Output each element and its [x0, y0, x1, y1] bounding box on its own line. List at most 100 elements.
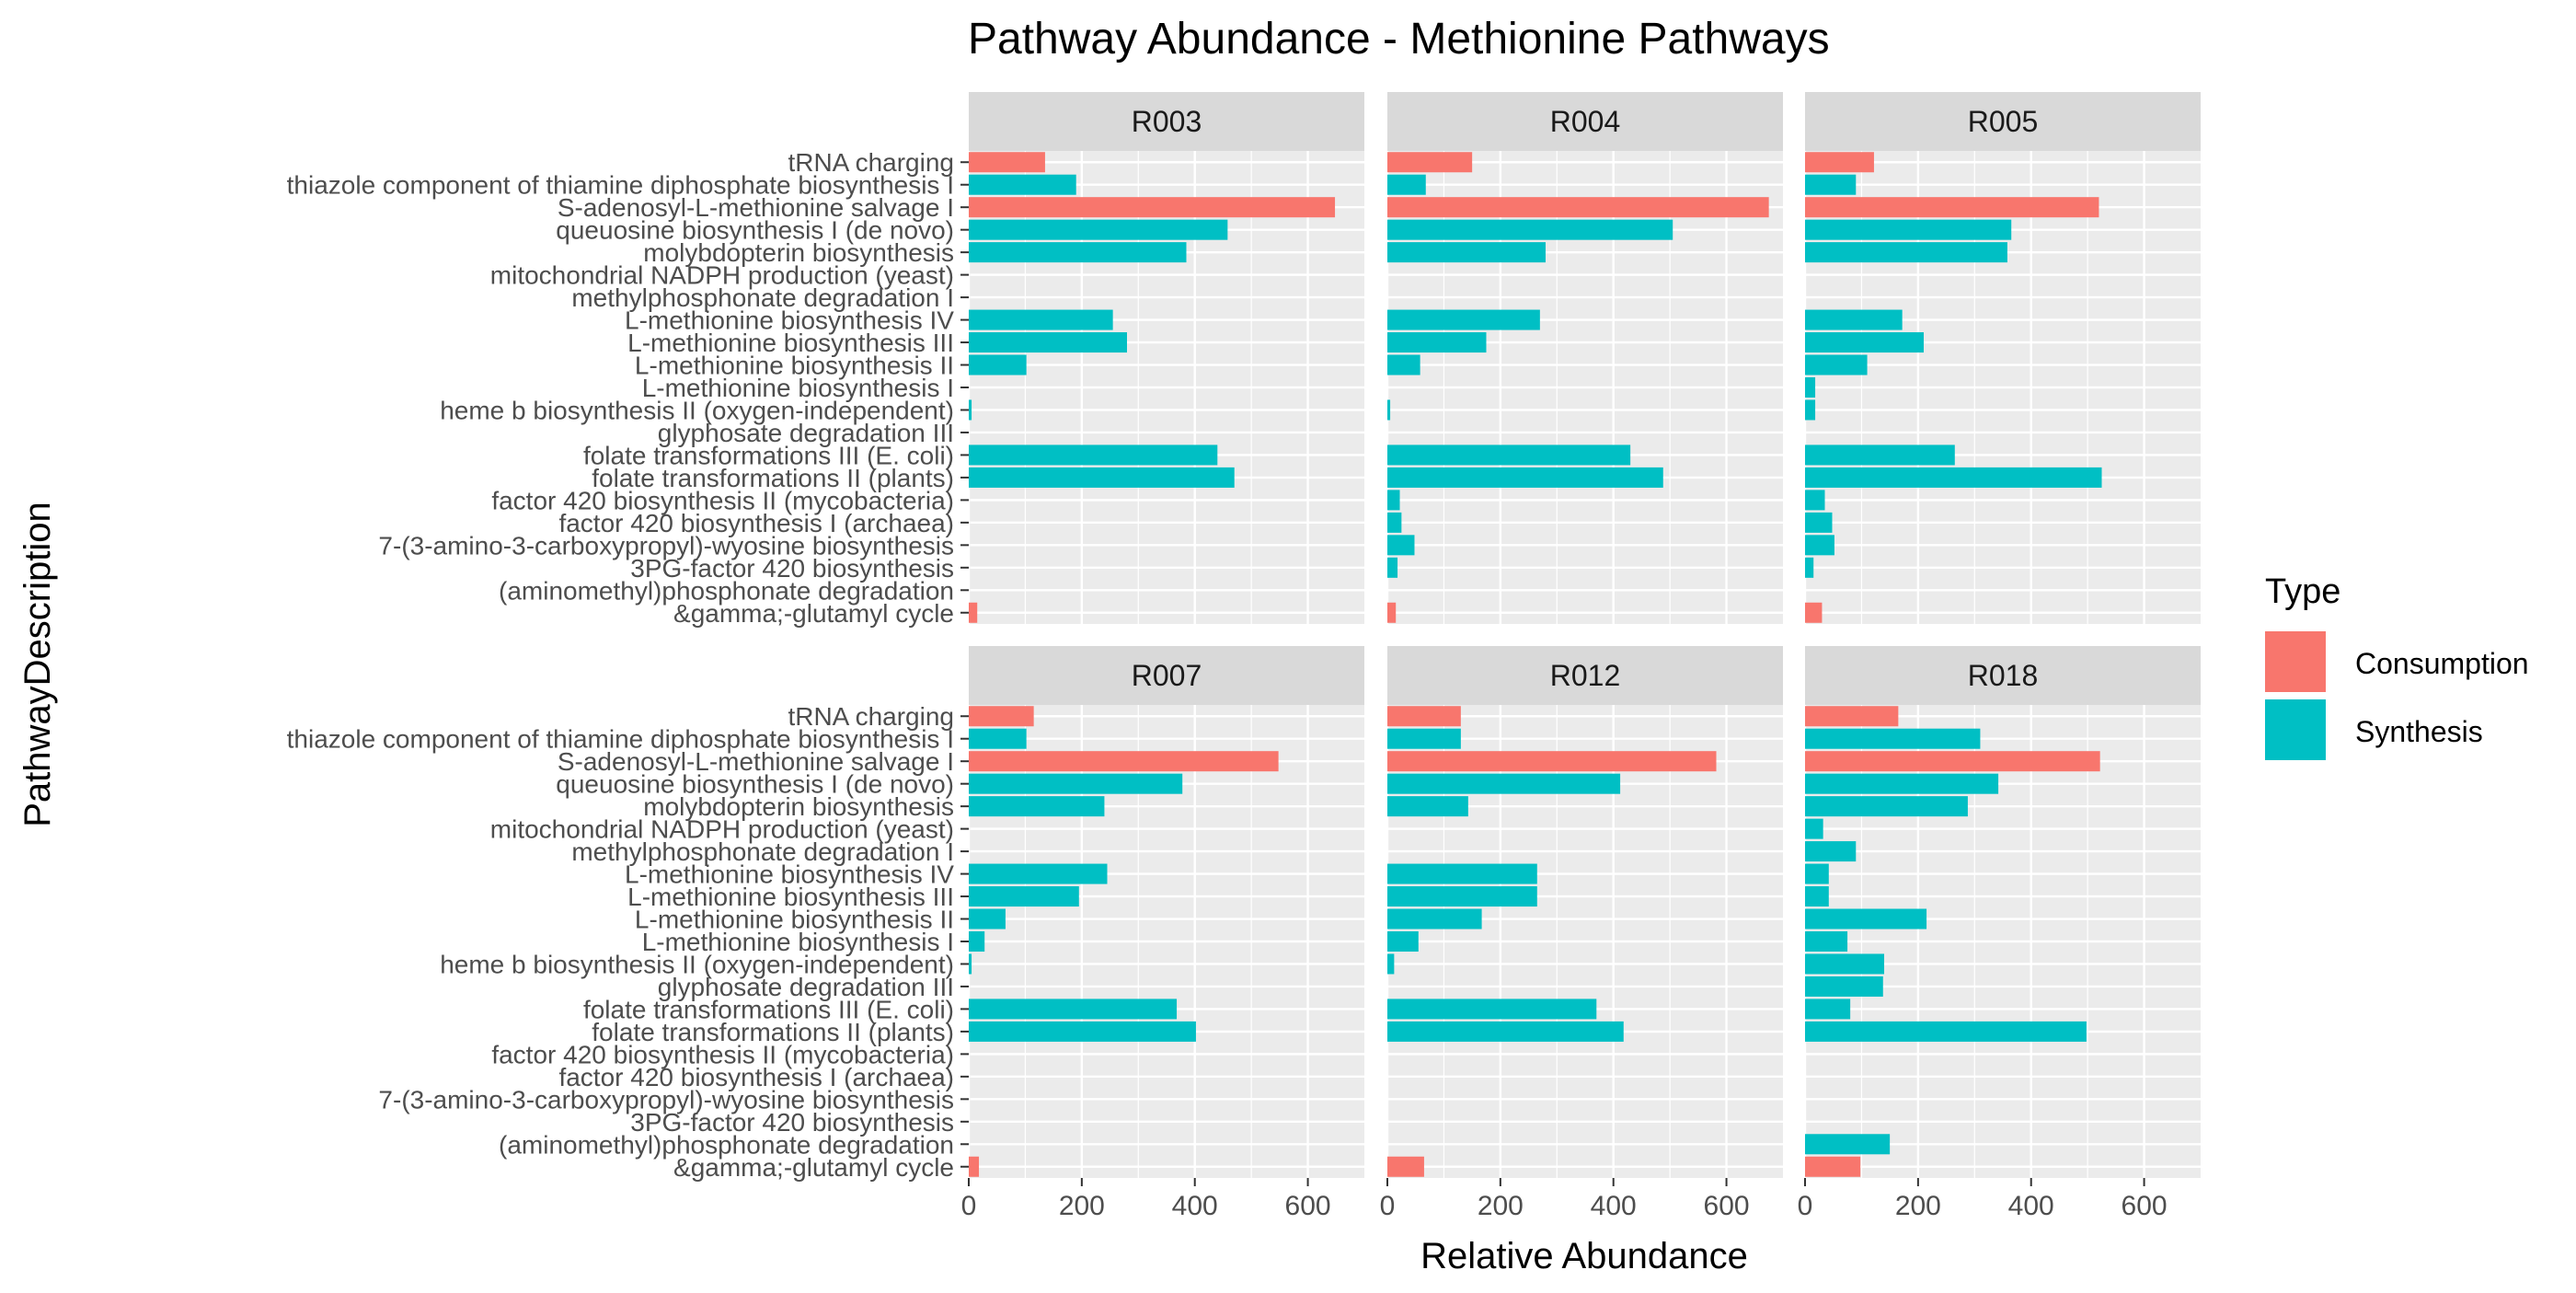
bar-r007-l-methionine-biosynthesis-i: [969, 930, 985, 952]
y-tick-label: L-methionine biosynthesis I: [642, 928, 954, 956]
facet-strip: [969, 92, 1364, 151]
bar-r004-factor-420-biosynthesis-ii-mycobacteria: [1387, 490, 1400, 511]
x-tick-label: 400: [2008, 1191, 2054, 1221]
bar-r004-molybdopterin-biosynthesis: [1387, 242, 1546, 263]
bar-r005-thiazole-component-of-thiamine-diphosphate-biosynthesis-i: [1805, 174, 1857, 195]
x-tick-label: 600: [1285, 1191, 1331, 1221]
bar-r018-l-methionine-biosynthesis-i: [1805, 930, 1848, 952]
bar-r003-folate-transformations-iii-e-coli: [969, 444, 1218, 466]
y-tick-label: methylphosphonate degradation I: [571, 283, 954, 312]
bar-r004-3pg-factor-420-biosynthesis: [1387, 557, 1398, 578]
y-tick-label: folate transformations III (E. coli): [583, 995, 954, 1023]
bar-r018-folate-transformations-iii-e-coli: [1805, 999, 1851, 1020]
y-tick-label: 3PG-factor 420 biosynthesis: [630, 554, 954, 583]
y-tick-label: L-methionine biosynthesis I: [642, 374, 954, 402]
y-axis-label: PathwayDescription: [17, 502, 58, 827]
bar-r012-l-methionine-biosynthesis-i: [1387, 930, 1419, 952]
y-tick-label: L-methionine biosynthesis III: [627, 883, 954, 911]
bar-r007-folate-transformations-ii-plants: [969, 1021, 1196, 1042]
bar-r012-s-adenosyl-l-methionine-salvage-i: [1387, 751, 1717, 772]
y-tick-label: L-methionine biosynthesis IV: [625, 860, 954, 889]
facet-strip-label: R012: [1550, 659, 1621, 692]
bar-r018-queuosine-biosynthesis-i-de-novo: [1805, 773, 1999, 794]
legend-title: Type: [2265, 572, 2340, 611]
bar-r012-queuosine-biosynthesis-i-de-novo: [1387, 773, 1621, 794]
x-tick-label: 0: [961, 1191, 977, 1221]
y-tick-label: S-adenosyl-L-methionine salvage I: [558, 193, 954, 222]
y-tick-label: glyphosate degradation III: [658, 419, 954, 447]
bar-r007-queuosine-biosynthesis-i-de-novo: [969, 773, 1183, 794]
bar-r005-l-methionine-biosynthesis-i: [1805, 376, 1816, 398]
y-tick-label: mitochondrial NADPH production (yeast): [490, 261, 954, 290]
bar-r018-glyphosate-degradation-iii: [1805, 976, 1883, 997]
bar-r012-folate-transformations-ii-plants: [1387, 1021, 1624, 1042]
x-tick-label: 600: [1704, 1191, 1750, 1221]
bar-r005-s-adenosyl-l-methionine-salvage-i: [1805, 197, 2099, 218]
y-tick-label: factor 420 biosynthesis II (mycobacteria…: [491, 486, 954, 514]
x-tick-label: 200: [1059, 1191, 1105, 1221]
y-tick-label: factor 420 biosynthesis II (mycobacteria…: [491, 1040, 954, 1068]
bar-r012-thiazole-component-of-thiamine-diphosphate-biosynthesis-i: [1387, 728, 1461, 749]
facet-strip-label: R005: [1968, 105, 2039, 138]
facet-panel-r012: R012 0 200 400 600: [1380, 646, 1783, 1221]
bar-r004-factor-420-biosynthesis-i-archaea: [1387, 512, 1402, 533]
bar-r004-7-3-amino-3-carboxypropyl-wyosine-biosynthesis: [1387, 535, 1415, 556]
bar-r004-folate-transformations-ii-plants: [1387, 467, 1663, 488]
y-tick-label: queuosine biosynthesis I (de novo): [556, 216, 954, 245]
x-tick-label: 200: [1895, 1191, 1941, 1221]
x-tick-label: 0: [1380, 1191, 1396, 1221]
bar-r018-gamma-glutamyl-cycle: [1805, 1156, 1861, 1177]
bar-r012-molybdopterin-biosynthesis: [1387, 796, 1468, 817]
y-tick-label: factor 420 biosynthesis I (archaea): [558, 1063, 954, 1091]
bar-r012-l-methionine-biosynthesis-ii: [1387, 908, 1482, 929]
bar-r005-l-methionine-biosynthesis-iv: [1805, 309, 1903, 330]
bar-r007-thiazole-component-of-thiamine-diphosphate-biosynthesis-i: [969, 728, 1027, 749]
legend-label-consumption: Consumption: [2355, 647, 2529, 680]
y-tick-label: queuosine biosynthesis I (de novo): [556, 770, 954, 799]
y-tick-label: glyphosate degradation III: [658, 973, 954, 1001]
bar-r018-thiazole-component-of-thiamine-diphosphate-biosynthesis-i: [1805, 728, 1981, 749]
y-tick-label: molybdopterin biosynthesis: [643, 238, 954, 267]
bar-r007-s-adenosyl-l-methionine-salvage-i: [969, 751, 1279, 772]
bar-r007-l-methionine-biosynthesis-iv: [969, 863, 1108, 884]
bar-r007-l-methionine-biosynthesis-iii: [969, 886, 1079, 907]
y-tick-label: L-methionine biosynthesis II: [635, 906, 954, 934]
y-tick-label: molybdopterin biosynthesis: [643, 792, 954, 821]
facet-strip: [1387, 92, 1783, 151]
x-axis-label: Relative Abundance: [1420, 1236, 1748, 1276]
y-tick-label: folate transformations II (plants): [592, 464, 954, 492]
y-tick-label: heme b biosynthesis II (oxygen-independe…: [440, 396, 954, 424]
y-tick-label: &gamma;-glutamyl cycle: [673, 1153, 954, 1182]
x-tick-label: 0: [1798, 1191, 1813, 1221]
facet-panel-r005: R005: [1803, 92, 2201, 624]
facet-panel-r018: R018 0 200 400 600: [1798, 646, 2201, 1221]
y-tick-label: mitochondrial NADPH production (yeast): [490, 815, 954, 844]
bar-r018-molybdopterin-biosynthesis: [1805, 796, 1968, 817]
bar-r018-aminomethyl-phosphonate-degradation: [1805, 1134, 1891, 1155]
bar-r003-l-methionine-biosynthesis-iii: [969, 332, 1127, 353]
bar-r004-l-methionine-biosynthesis-iv: [1387, 309, 1540, 330]
facet-strip-label: R003: [1132, 105, 1202, 138]
y-tick-label: methylphosphonate degradation I: [571, 837, 954, 866]
bar-r005-trna-charging: [1805, 152, 1874, 173]
facet-strip: [969, 646, 1364, 705]
bar-r003-l-methionine-biosynthesis-ii: [969, 354, 1027, 375]
y-tick-label: thiazole component of thiamine diphospha…: [287, 725, 954, 754]
bar-r018-mitochondrial-nadph-production-yeast: [1805, 818, 1823, 839]
bar-r018-trna-charging: [1805, 706, 1899, 727]
bar-r005-factor-420-biosynthesis-i-archaea: [1805, 512, 1833, 533]
bar-r018-l-methionine-biosynthesis-iii: [1805, 886, 1829, 907]
y-tick-label: tRNA charging: [788, 702, 954, 731]
bar-r018-l-methionine-biosynthesis-iv: [1805, 863, 1829, 884]
x-tick-label: 400: [1591, 1191, 1637, 1221]
bar-r004-queuosine-biosynthesis-i-de-novo: [1387, 219, 1673, 240]
bar-r012-gamma-glutamyl-cycle: [1387, 1156, 1424, 1177]
facet-strip: [1805, 646, 2201, 705]
bar-r003-queuosine-biosynthesis-i-de-novo: [969, 219, 1228, 240]
x-tick-label: 200: [1478, 1191, 1524, 1221]
